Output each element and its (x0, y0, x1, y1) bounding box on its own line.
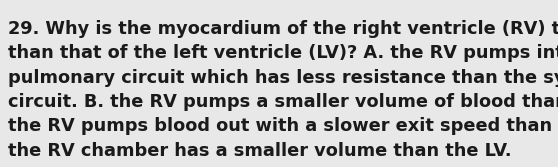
Text: 29. Why is the myocardium of the right ventricle (RV) thinner
than that of the l: 29. Why is the myocardium of the right v… (8, 20, 558, 159)
